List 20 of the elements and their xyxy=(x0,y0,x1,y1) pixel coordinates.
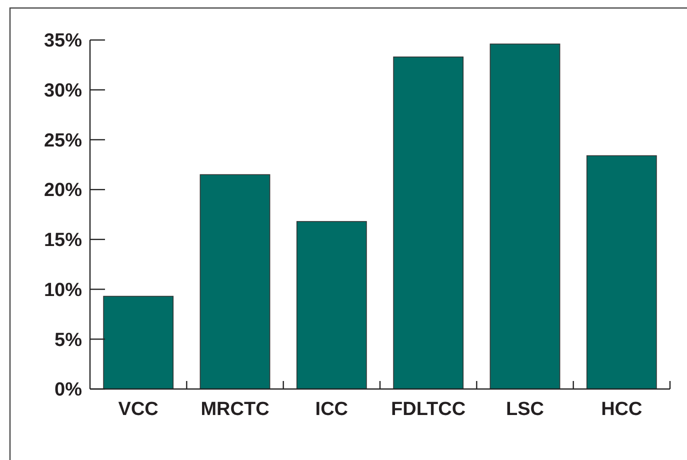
bar xyxy=(393,56,464,390)
y-tick-label: 35% xyxy=(44,30,82,52)
y-tick-label: 5% xyxy=(54,330,82,351)
bar xyxy=(103,296,174,390)
bar xyxy=(296,221,367,390)
x-tick-label: FDLTCC xyxy=(391,399,466,420)
y-tick-label: 15% xyxy=(44,230,82,252)
y-tick-label: 20% xyxy=(44,180,82,202)
y-tick-label: 30% xyxy=(44,80,82,102)
x-tick-label: VCC xyxy=(118,399,159,420)
bar xyxy=(200,174,270,390)
x-tick-label: ICC xyxy=(315,399,348,420)
bar xyxy=(490,44,560,390)
y-tick-label: 25% xyxy=(44,130,82,152)
x-tick-label: LSC xyxy=(506,399,544,420)
x-tick-label: HCC xyxy=(601,399,643,420)
x-tick-label: MRCTC xyxy=(200,399,270,420)
bar xyxy=(586,155,657,390)
y-tick-label: 10% xyxy=(44,280,82,301)
y-tick-label: 0% xyxy=(54,380,82,401)
